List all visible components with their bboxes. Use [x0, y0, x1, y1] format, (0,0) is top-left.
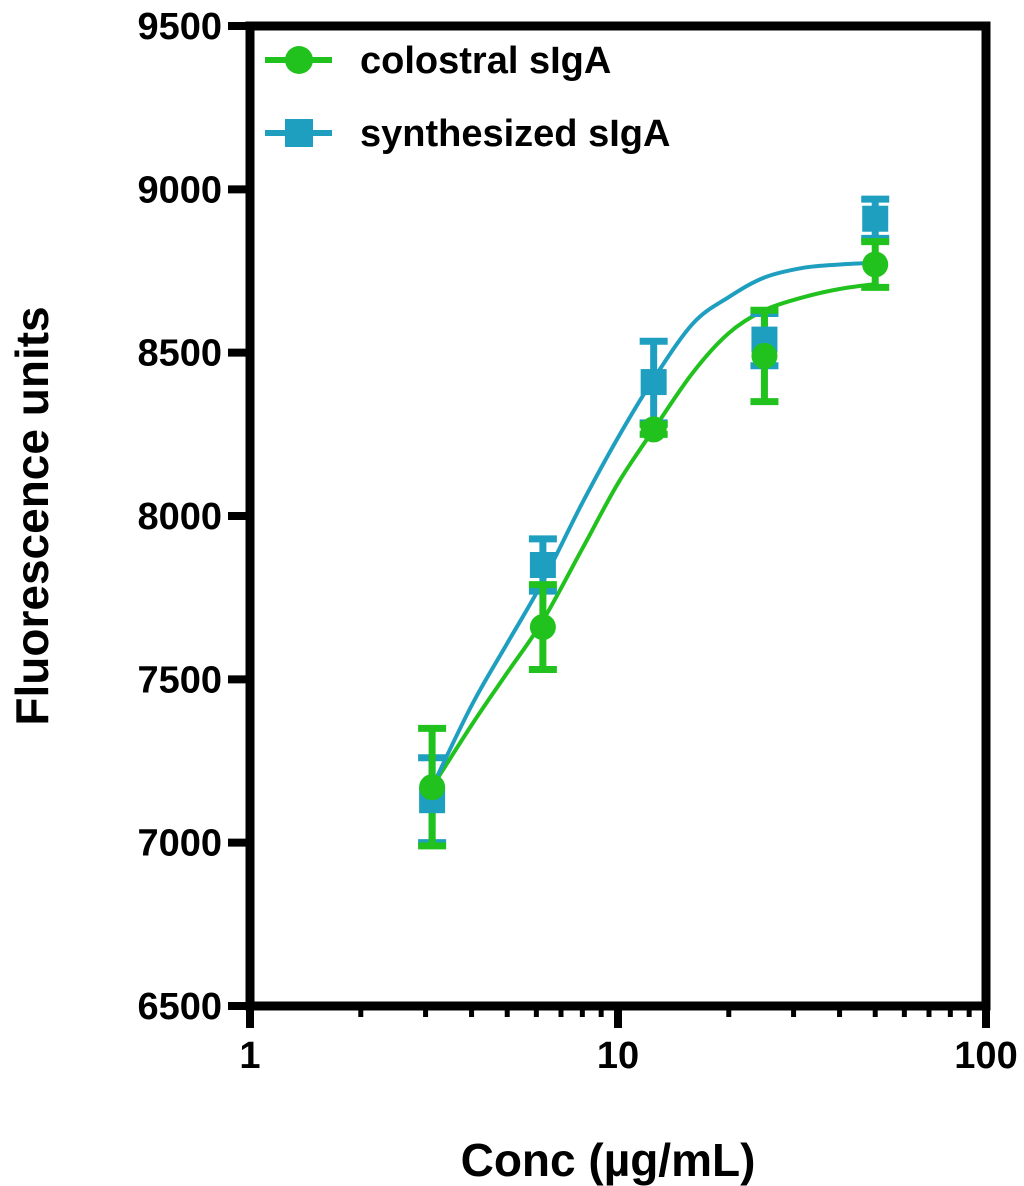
point-circle [640, 416, 667, 443]
legend-label: colostral sIgA [360, 40, 611, 82]
plot-frame [245, 21, 991, 1011]
data-points [419, 205, 889, 814]
legend-label: synthesized sIgA [360, 113, 670, 155]
legend-marker-circle [285, 46, 313, 74]
x-tick-label: 10 [597, 1035, 639, 1077]
point-square [529, 552, 556, 578]
y-tick-label: 7000 [137, 823, 222, 865]
error-bars [418, 195, 890, 850]
point-circle [751, 342, 778, 369]
y-axis-title: Fluorescence units [6, 306, 58, 725]
y-tick-label: 9500 [137, 6, 222, 48]
y-axis-ticks: 6500 7000 7500 8000 8500 9000 9500 [137, 6, 250, 1028]
x-tick-label: 1 [239, 1035, 260, 1077]
y-tick-label: 9000 [137, 169, 222, 211]
y-tick-label: 8000 [137, 496, 222, 538]
x-tick-label: 100 [954, 1035, 1017, 1077]
point-circle [862, 251, 889, 278]
point-square [862, 205, 889, 232]
point-square [640, 369, 667, 396]
legend: colostral sIgA synthesized sIgA [265, 40, 670, 155]
x-axis-title: Conc (µg/mL) [461, 1134, 756, 1186]
y-tick-label: 8500 [137, 333, 222, 375]
legend-marker-square [285, 119, 313, 147]
y-tick-label: 7500 [137, 659, 222, 701]
point-circle [529, 614, 556, 641]
x-axis-ticks: 1 10 100 [239, 1006, 1018, 1077]
y-tick-label: 6500 [137, 986, 222, 1028]
point-circle [419, 774, 446, 801]
